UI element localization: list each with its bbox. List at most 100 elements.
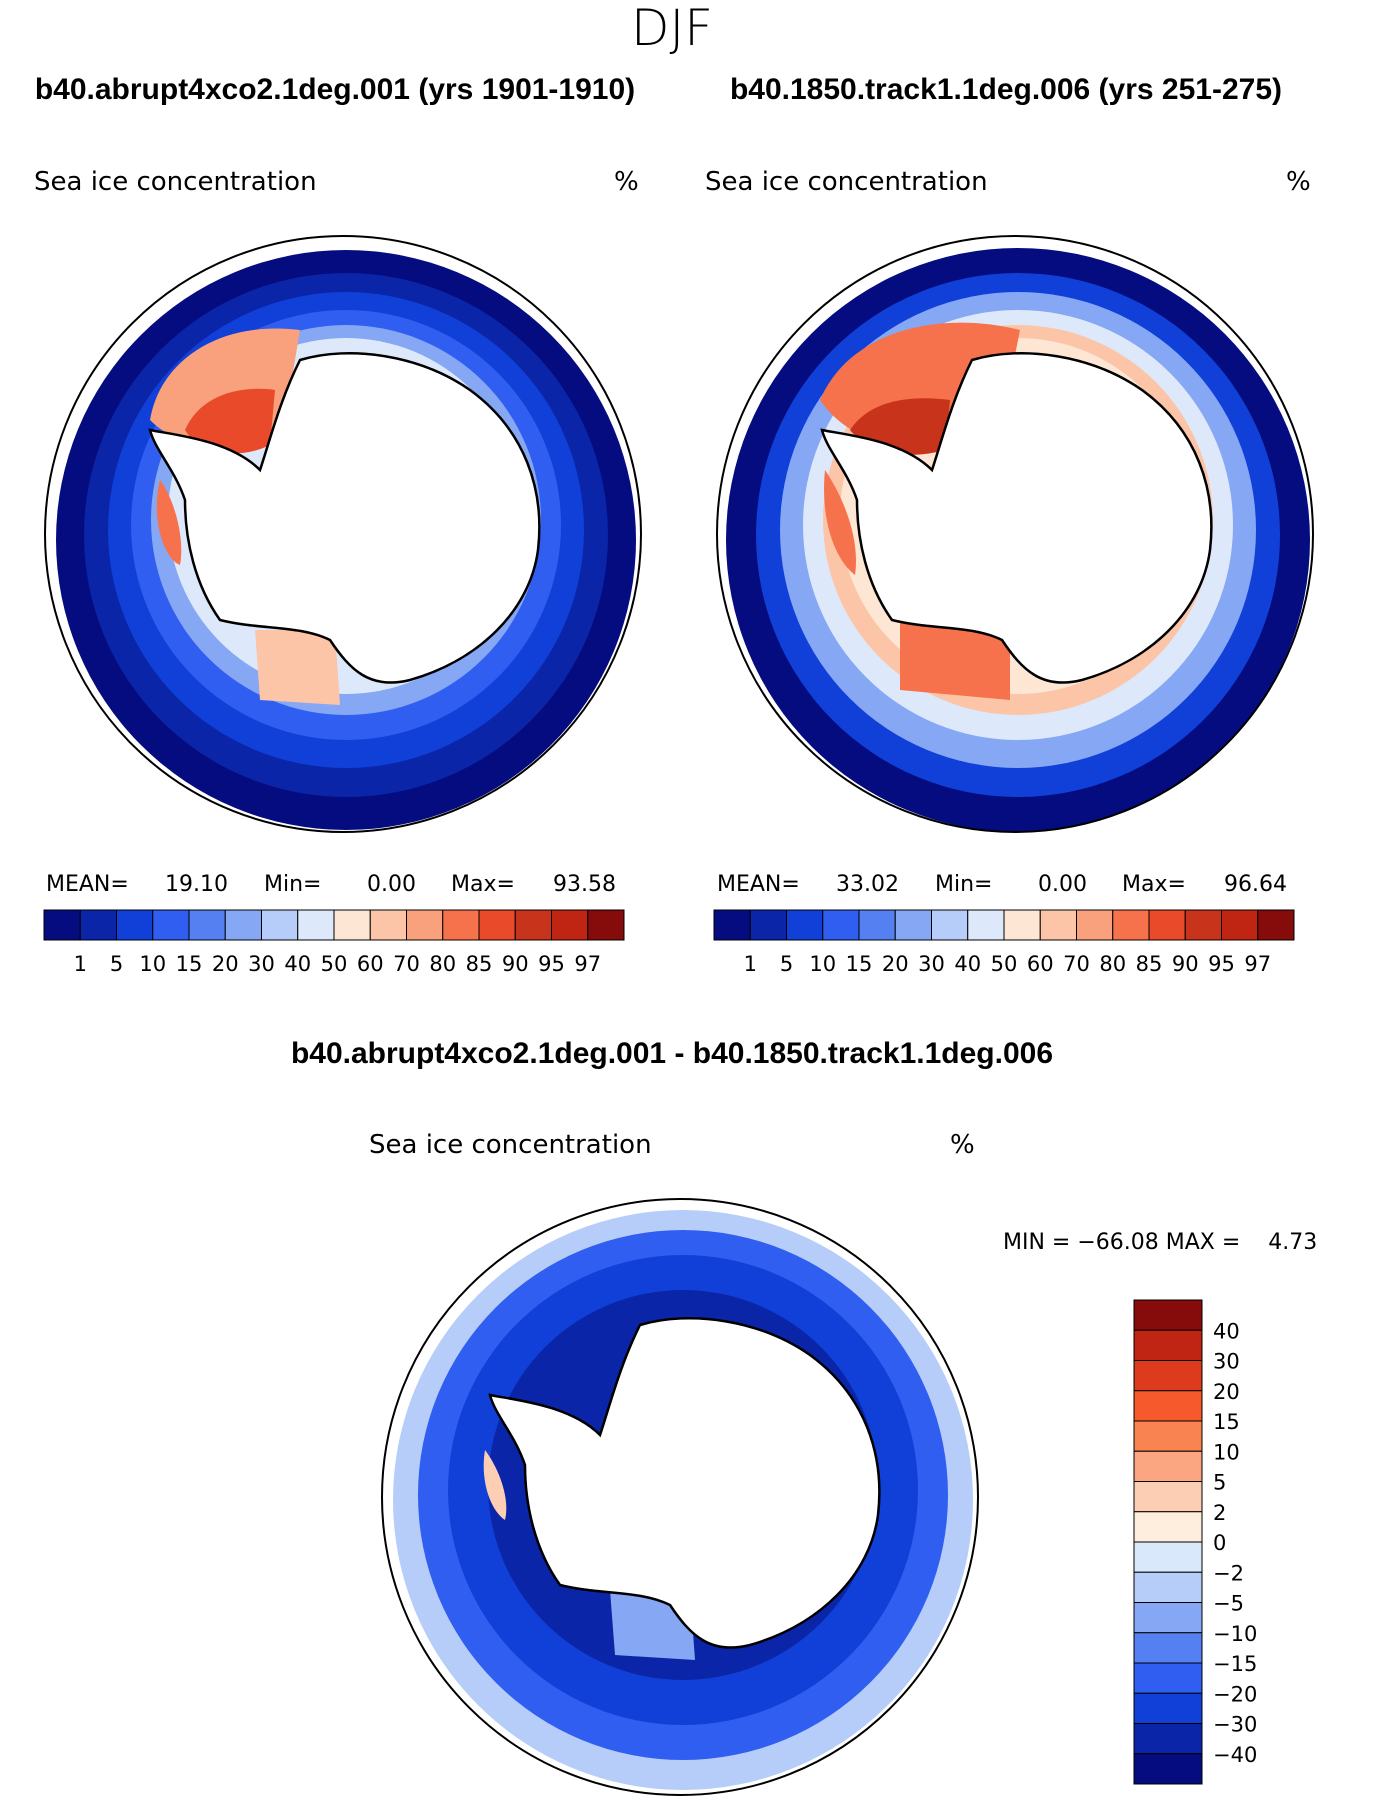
colorbar2-swatch [1039, 909, 1077, 941]
colorbar1-tick-label: 90 [502, 952, 529, 976]
colorbar3-swatch [1133, 1753, 1203, 1785]
panel2-stats: MEAN= 33.02 Min= 0.00 Max= 96.64 [717, 872, 1287, 897]
colorbar1-tick-label: 5 [110, 952, 123, 976]
colorbar3-swatch [1133, 1541, 1203, 1573]
colorbar2-tick-label: 70 [1063, 952, 1090, 976]
colorbar3-swatch [1133, 1723, 1203, 1755]
diff-title: b40.abrupt4xco2.1deg.001 - b40.1850.trac… [291, 1037, 1053, 1070]
colorbar1-swatch [333, 909, 371, 941]
colorbar2-swatch [1257, 909, 1295, 941]
panel1-max-label: Max= [451, 872, 515, 897]
colorbar1-swatch [514, 909, 552, 941]
panel1-units-label: % [614, 167, 639, 197]
colorbar3-tick-label: 10 [1213, 1440, 1240, 1464]
colorbar1-tick-label: 15 [176, 952, 203, 976]
colorbar1-swatch [261, 909, 299, 941]
colorbar3-tick-label: 30 [1213, 1350, 1240, 1374]
colorbar3-tick-label: 40 [1213, 1319, 1240, 1343]
colorbar2-swatch [749, 909, 787, 941]
colorbar2-swatch [1076, 909, 1114, 941]
colorbar2-tick-label: 80 [1099, 952, 1126, 976]
colorbar2-tick-label: 85 [1136, 952, 1163, 976]
colorbar1-swatch [224, 909, 262, 941]
colorbar2-swatch [1221, 909, 1259, 941]
colorbar3-swatch [1133, 1299, 1203, 1331]
colorbar1-swatch [406, 909, 444, 941]
colorbar2-swatch [931, 909, 969, 941]
panel2-max-label: Max= [1122, 872, 1186, 897]
colorbar1-tick-label: 40 [284, 952, 311, 976]
colorbar2-tick-label: 40 [954, 952, 981, 976]
colorbar-panel-2: 1 5 10 15 20 30 40 50 60 70 80 85 90 95 97 [713, 909, 1295, 976]
panel2-mean-value: 33.02 [836, 872, 899, 897]
colorbar2-swatch [1003, 909, 1041, 941]
panel1-stats: MEAN= 19.10 Min= 0.00 Max= 93.58 [46, 872, 616, 897]
colorbar3-swatch [1133, 1481, 1203, 1513]
colorbar2-tick-label: 90 [1172, 952, 1199, 976]
colorbar1-tick-label: 85 [466, 952, 493, 976]
colorbar3-swatch [1133, 1420, 1203, 1452]
panel3-variable-label: Sea ice concentration [369, 1130, 652, 1160]
colorbar1-swatch [551, 909, 589, 941]
colorbar2-tick-label: 30 [918, 952, 945, 976]
colorbar2-swatch [894, 909, 932, 941]
map1-antarctica [148, 352, 541, 684]
colorbar2-swatch [713, 909, 751, 941]
colorbar3-tick-label: −10 [1213, 1622, 1257, 1646]
map2-patch-bellingshausen [824, 470, 856, 575]
colorbar1-swatch [43, 909, 81, 941]
colorbar1-swatch [188, 909, 226, 941]
colorbar2-tick-label: 50 [991, 952, 1018, 976]
colorbar1-tick-label: 1 [74, 952, 87, 976]
map1-patch-ross [255, 630, 340, 705]
colorbar1-swatch [152, 909, 190, 941]
map2-patch-ross [900, 620, 1010, 700]
colorbar3-tick-label: −2 [1213, 1561, 1244, 1585]
colorbar3-tick-label: 20 [1213, 1380, 1240, 1404]
colorbar1-tick-label: 50 [321, 952, 348, 976]
colorbar1-swatch [369, 909, 407, 941]
map1-patch-bellingshausen [156, 480, 182, 565]
colorbar2-tick-label: 5 [780, 952, 793, 976]
colorbar3-tick-label: 2 [1213, 1501, 1226, 1525]
panel2-units-label: % [1286, 167, 1311, 197]
map2-antarctica [820, 352, 1213, 684]
colorbar-panel-1: 1 5 10 15 20 30 40 50 60 70 80 85 90 95 97 [43, 909, 625, 976]
panel1-max-value: 93.58 [553, 872, 616, 897]
colorbar1-swatch [587, 909, 625, 941]
colorbar3-swatch [1133, 1450, 1203, 1482]
panel2-max-value: 96.64 [1224, 872, 1287, 897]
colorbar3-swatch [1133, 1692, 1203, 1724]
colorbar2-tick-label: 15 [846, 952, 873, 976]
colorbar1-tick-label: 80 [429, 952, 456, 976]
colorbar2-tick-label: 1 [744, 952, 757, 976]
map3-antarctica [488, 1317, 881, 1649]
panel2-variable-label: Sea ice concentration [705, 167, 988, 197]
colorbar2-swatch [822, 909, 860, 941]
panel2-case-title: b40.1850.track1.1deg.006 (yrs 251-275) [730, 73, 1282, 106]
colorbar3-swatch [1133, 1571, 1203, 1603]
panel2-mean-label: MEAN= [717, 872, 800, 897]
colorbar1-swatch [297, 909, 335, 941]
colorbar2-tick-label: 10 [809, 952, 836, 976]
map2-boundary [716, 235, 1314, 833]
panel2-min-label: Min= [935, 872, 992, 897]
panel1-mean-label: MEAN= [46, 872, 129, 897]
colorbar1-tick-label: 20 [212, 952, 239, 976]
colorbar3-swatch [1133, 1329, 1203, 1361]
colorbar3-tick-label: −15 [1213, 1652, 1257, 1676]
panel1-min-value: 0.00 [367, 872, 416, 897]
colorbar1-tick-label: 10 [139, 952, 166, 976]
colorbar3-swatch [1133, 1511, 1203, 1543]
colorbar2-tick-label: 20 [882, 952, 909, 976]
panel2-min-value: 0.00 [1038, 872, 1087, 897]
colorbar2-tick-label: 60 [1027, 952, 1054, 976]
colorbar1-swatch [478, 909, 516, 941]
colorbar2-swatch [1112, 909, 1150, 941]
colorbar1-swatch [79, 909, 117, 941]
colorbar3-tick-label: 0 [1213, 1531, 1226, 1555]
panel1-mean-value: 19.10 [165, 872, 228, 897]
colorbar3-tick-label: 5 [1213, 1471, 1226, 1495]
colorbar2-swatch [1184, 909, 1222, 941]
colorbar1-tick-label: 95 [538, 952, 565, 976]
